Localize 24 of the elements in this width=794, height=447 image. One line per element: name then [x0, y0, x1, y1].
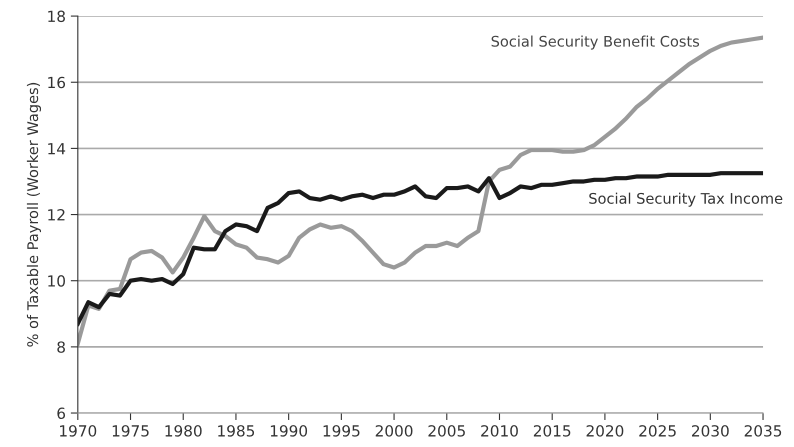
x-tick-label: 1985	[218, 425, 254, 437]
series-label: Social Security Tax Income	[589, 192, 782, 207]
x-tick-label: 1995	[324, 425, 360, 437]
y-tick-label: 8	[57, 341, 65, 353]
y-tick-label: 12	[48, 209, 64, 220]
x-tick-label: 2015	[534, 425, 570, 437]
x-tick-label: 1980	[165, 425, 202, 437]
x-tick-label: 2030	[692, 425, 729, 437]
x-tick-label: 2000	[376, 425, 412, 437]
y-tick-label: 6	[57, 407, 66, 420]
x-tick-label: 1970	[60, 425, 96, 437]
x-tick-label: 1975	[112, 425, 149, 437]
x-tick-label: 2010	[481, 425, 518, 437]
y-tick-label: 16	[48, 76, 66, 88]
x-tick-label: 1990	[270, 425, 308, 437]
y-tick-label: 10	[48, 275, 65, 287]
y-tick-label: 18	[48, 10, 65, 22]
series-label: Social Security Benefit Costs	[492, 35, 700, 50]
y-tick-label: 14	[48, 143, 66, 154]
x-tick-label: 2035	[744, 425, 782, 437]
y-axis-title: % of Taxable Payroll (Worker Wages)	[26, 82, 42, 347]
x-tick-label: 2020	[586, 425, 624, 437]
x-tick-label: 2005	[428, 425, 465, 437]
x-tick-label: 2025	[639, 425, 676, 437]
